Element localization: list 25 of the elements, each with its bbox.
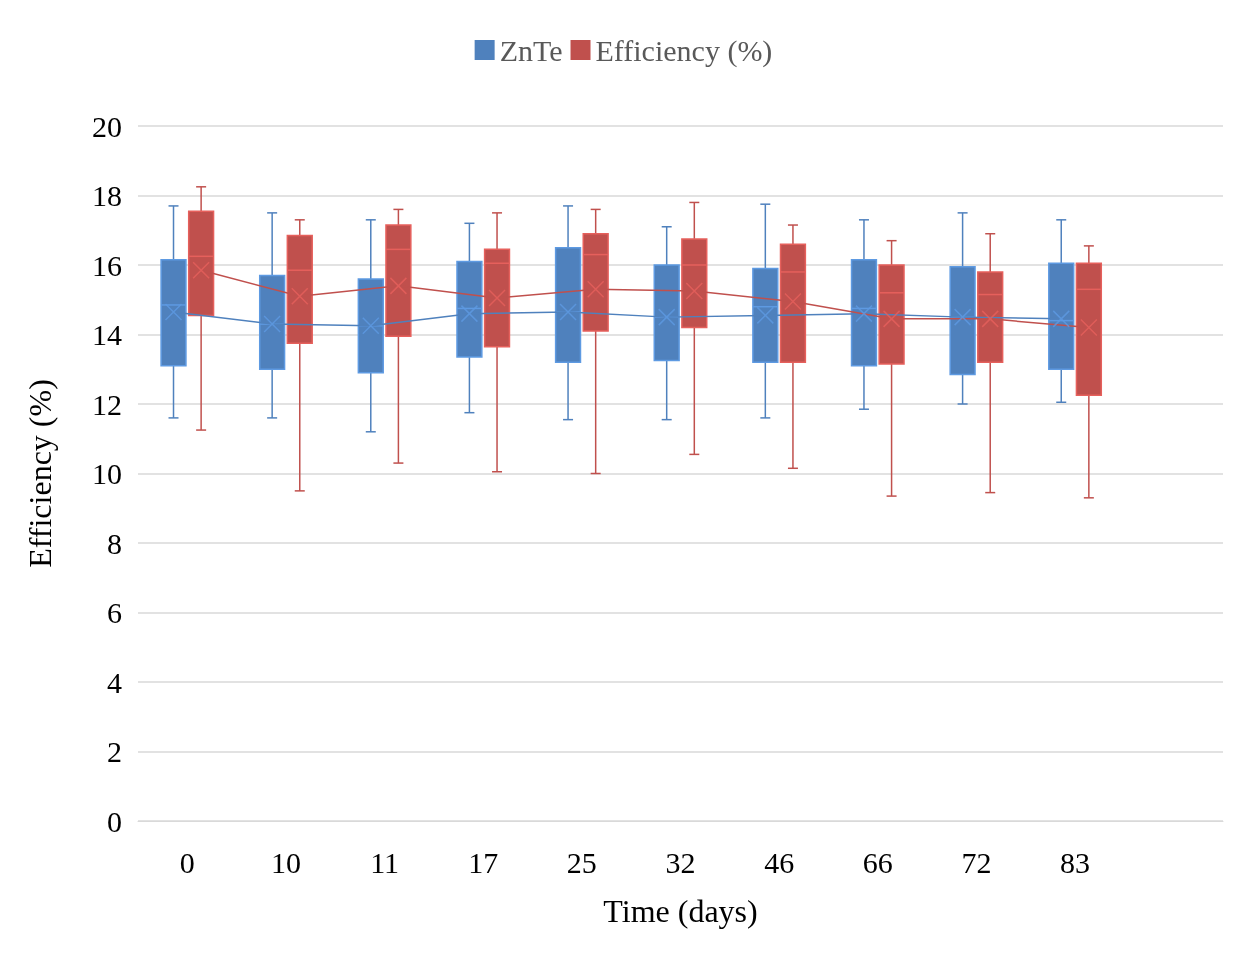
- y-tick-label: 0: [107, 804, 122, 838]
- y-tick-label: 16: [92, 248, 122, 282]
- y-tick-label: 12: [92, 387, 122, 421]
- x-tick-label: 32: [665, 845, 696, 879]
- legend-label: ZnTe: [499, 33, 563, 67]
- y-axis-title: Efficiency (%): [22, 379, 58, 568]
- y-tick-label: 4: [107, 665, 122, 699]
- y-tick-label: 6: [107, 596, 122, 629]
- x-axis-title: Time (days): [603, 893, 758, 929]
- x-tick-label: 11: [370, 845, 400, 879]
- x-tick-label: 17: [468, 845, 499, 879]
- x-tick-label: 25: [566, 845, 597, 879]
- y-tick-label: 18: [92, 179, 122, 212]
- x-tick-label: 66: [862, 845, 893, 879]
- x-tick-label: 10: [270, 845, 301, 879]
- y-tick-label: 14: [92, 318, 122, 351]
- legend-label: Efficiency (%): [595, 33, 773, 68]
- y-tick-label: 8: [107, 526, 122, 560]
- x-tick-label: 83: [1060, 845, 1091, 879]
- y-tick-label: 2: [107, 735, 122, 768]
- x-tick-label: 46: [764, 845, 795, 879]
- x-tick-label: 0: [179, 845, 195, 879]
- x-tick-label: 72: [961, 845, 992, 879]
- y-tick-label: 10: [92, 457, 122, 490]
- y-tick-label: 20: [92, 109, 122, 143]
